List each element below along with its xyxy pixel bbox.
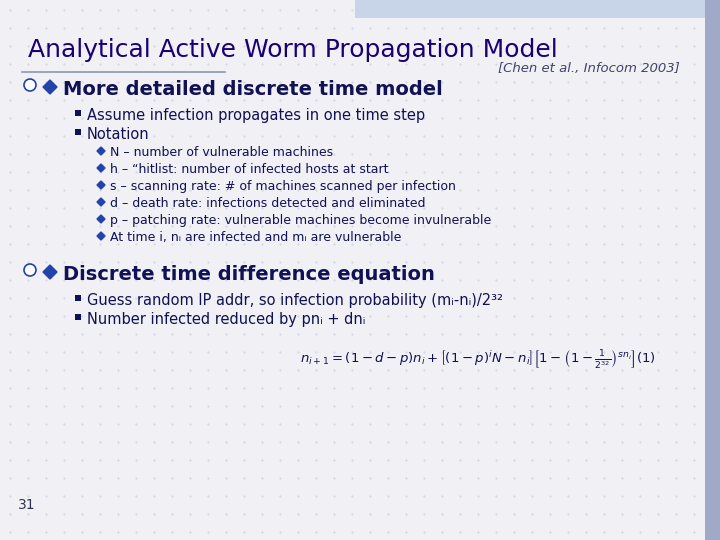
Polygon shape <box>97 232 105 240</box>
Text: Notation: Notation <box>87 127 150 142</box>
Text: p – patching rate: vulnerable machines become invulnerable: p – patching rate: vulnerable machines b… <box>110 214 491 227</box>
Polygon shape <box>97 147 105 155</box>
FancyBboxPatch shape <box>75 129 81 135</box>
Text: Guess random IP addr, so infection probability (mᵢ-nᵢ)/2³²: Guess random IP addr, so infection proba… <box>87 293 503 308</box>
Polygon shape <box>97 198 105 206</box>
Text: d – death rate: infections detected and eliminated: d – death rate: infections detected and … <box>110 197 426 210</box>
FancyBboxPatch shape <box>75 314 81 320</box>
Text: At time i, nᵢ are infected and mᵢ are vulnerable: At time i, nᵢ are infected and mᵢ are vu… <box>110 231 401 244</box>
Text: [Chen et al., Infocom 2003]: [Chen et al., Infocom 2003] <box>498 62 680 75</box>
Text: Assume infection propagates in one time step: Assume infection propagates in one time … <box>87 108 425 123</box>
Text: h – “hitlist: number of infected hosts at start: h – “hitlist: number of infected hosts a… <box>110 163 389 176</box>
Text: More detailed discrete time model: More detailed discrete time model <box>63 80 443 99</box>
Text: 31: 31 <box>18 498 35 512</box>
Text: Analytical Active Worm Propagation Model: Analytical Active Worm Propagation Model <box>28 38 558 62</box>
Text: $n_{i+1} = (1-d-p)n_i + \left[(1-p)^i N - n_i\right]\left[1-\left(1-\frac{1}{2^{: $n_{i+1} = (1-d-p)n_i + \left[(1-p)^i N … <box>300 348 656 372</box>
Text: s – scanning rate: # of machines scanned per infection: s – scanning rate: # of machines scanned… <box>110 180 456 193</box>
Circle shape <box>24 264 36 276</box>
Polygon shape <box>97 181 105 189</box>
FancyBboxPatch shape <box>705 0 720 540</box>
Polygon shape <box>43 80 57 94</box>
Circle shape <box>24 79 36 91</box>
Text: Number infected reduced by pnᵢ + dnᵢ: Number infected reduced by pnᵢ + dnᵢ <box>87 312 365 327</box>
Polygon shape <box>97 215 105 223</box>
Polygon shape <box>43 265 57 279</box>
Polygon shape <box>97 164 105 172</box>
Text: Discrete time difference equation: Discrete time difference equation <box>63 265 435 284</box>
FancyBboxPatch shape <box>75 295 81 301</box>
FancyBboxPatch shape <box>75 110 81 116</box>
FancyBboxPatch shape <box>355 0 710 18</box>
Text: N – number of vulnerable machines: N – number of vulnerable machines <box>110 146 333 159</box>
